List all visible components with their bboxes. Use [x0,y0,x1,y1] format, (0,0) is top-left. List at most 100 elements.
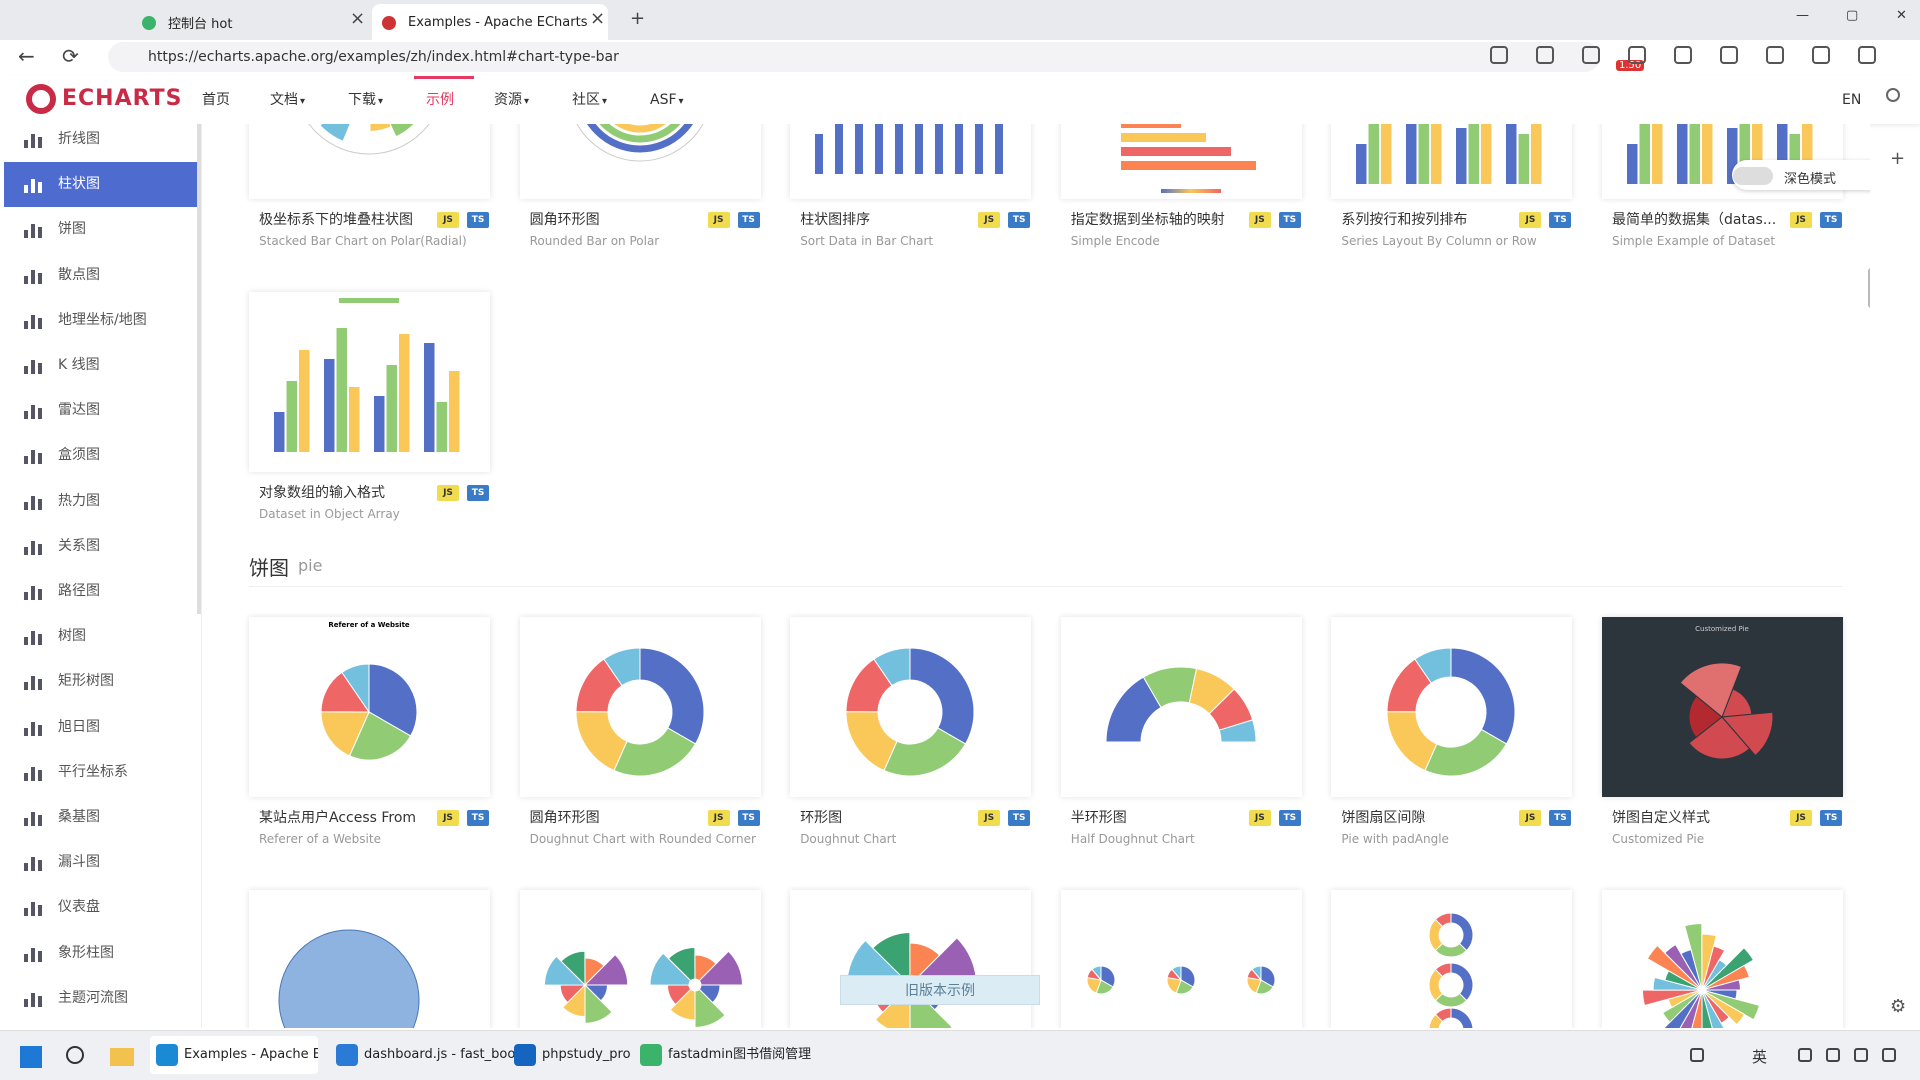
toolbar-icon[interactable] [1674,46,1692,64]
nav-item[interactable]: ASF [650,76,684,124]
example-title[interactable]: 圆角环形图 [529,810,600,826]
toolbar-icon[interactable] [1490,46,1508,64]
ts-badge[interactable]: TS [1549,212,1572,228]
js-badge[interactable]: JS [707,212,730,228]
sidebar-item[interactable]: 热力图 [58,492,100,509]
window-control[interactable]: ▢ [1846,8,1859,23]
ime-indicator[interactable]: 英 [1752,1048,1768,1066]
toolbar-icon[interactable] [1582,46,1600,64]
tab[interactable]: 控制台 hot [168,16,233,32]
nav-item[interactable]: 资源 [494,76,529,124]
browser-button[interactable]: ← [18,44,35,68]
url-field[interactable]: https://echarts.apache.org/examples/zh/i… [108,42,1600,72]
js-badge[interactable]: JS [707,810,730,826]
search-icon[interactable] [1886,88,1900,102]
nav-item[interactable]: 首页 [202,92,230,108]
js-badge[interactable]: JS [437,212,459,228]
sidebar-item[interactable]: 漏斗图 [58,854,100,871]
sidebar-item[interactable]: 盒须图 [58,447,100,464]
example-thumbnail[interactable] [1060,617,1302,797]
toolbar-icon[interactable] [1766,46,1784,64]
tab-button[interactable]: + [630,8,646,29]
window-control[interactable]: ✕ [1896,8,1907,23]
example-title[interactable]: 系列按行和按列排布 [1341,212,1468,228]
js-badge[interactable]: JS [1790,810,1812,826]
example-title[interactable]: 饼图自定义样式 [1612,810,1710,826]
example-thumbnail[interactable]: Customized Pie [1602,617,1843,797]
tray-icon[interactable] [1798,1048,1812,1062]
tray-icon[interactable] [1690,1048,1704,1062]
sidebar-item[interactable]: 矩形树图 [58,673,114,690]
tab-button[interactable]: × [590,8,606,29]
js-badge[interactable]: JS [1248,212,1271,228]
example-title[interactable]: 某站点用户Access From [259,810,417,826]
taskbar-app[interactable]: Examples - Apache ECh: [150,1036,318,1074]
example-thumbnail[interactable] [1331,124,1573,199]
example-title[interactable]: 环形图 [800,810,843,826]
nav-item[interactable]: 文档 [270,76,305,124]
nav-item[interactable]: 社区 [572,76,607,124]
browser-button[interactable]: ⟳ [62,44,79,68]
ts-badge[interactable]: TS [467,810,489,826]
js-badge[interactable]: JS [437,810,459,826]
window-control[interactable]: — [1796,8,1809,23]
sidebar-item[interactable]: K 线图 [58,357,100,373]
sidebar-item[interactable]: 关系图 [58,537,100,554]
sidebar-item[interactable]: 主题河流图 [58,989,128,1006]
sidebar-item[interactable]: 旭日图 [58,718,100,735]
example-thumbnail[interactable] [519,617,761,797]
ts-badge[interactable]: TS [1278,212,1301,228]
side-button[interactable]: + [1890,148,1906,169]
ts-badge[interactable]: TS [1278,810,1301,826]
js-badge[interactable]: JS [437,485,459,501]
example-thumbnail[interactable] [1602,890,1843,1028]
example-thumbnail[interactable] [1331,890,1573,1028]
toolbar-icon[interactable] [1720,46,1738,64]
example-thumbnail[interactable] [790,124,1032,199]
ts-badge[interactable]: TS [1820,810,1842,826]
example-title[interactable]: 半环形图 [1070,810,1127,826]
sidebar-item[interactable]: 柱状图 [4,162,200,208]
example-thumbnail[interactable] [519,890,761,1028]
sidebar-item[interactable]: 散点图 [58,266,100,283]
tray-icon[interactable] [1854,1048,1868,1062]
example-thumbnail[interactable] [519,124,761,199]
example-thumbnail[interactable] [249,890,490,1028]
toolbar-icon[interactable] [1628,46,1646,64]
js-badge[interactable]: JS [978,212,1001,228]
ts-badge[interactable]: TS [467,212,489,228]
sidebar-item[interactable]: 平行坐标系 [58,763,128,780]
example-title[interactable]: 圆角环形图 [529,212,600,228]
old-version-popup[interactable]: 旧版本示例 [840,975,1040,1005]
ts-badge[interactable]: TS [467,485,489,501]
ts-badge[interactable]: TS [1820,212,1842,228]
example-thumbnail[interactable] [1060,890,1302,1028]
ts-badge[interactable]: TS [737,810,760,826]
nav-item[interactable]: 示例 [426,92,454,108]
ts-badge[interactable]: TS [1008,810,1031,826]
example-thumbnail[interactable] [790,890,1032,1028]
nav-item[interactable]: 下载 [348,76,383,124]
ts-badge[interactable]: TS [737,212,760,228]
sidebar-item[interactable]: 路径图 [58,583,100,599]
js-badge[interactable]: JS [1519,212,1542,228]
toolbar-icon[interactable] [1812,46,1830,64]
example-thumbnail[interactable] [249,292,490,472]
taskbar-app[interactable]: fastadmin图书借阅管理 [668,1047,812,1062]
ts-badge[interactable]: TS [1008,212,1031,228]
example-title[interactable]: 极坐标系下的堆叠柱状图 [259,212,413,228]
example-title[interactable]: 最简单的数据集（datas... [1612,212,1777,228]
ts-badge[interactable]: TS [1549,810,1572,826]
language[interactable]: EN [1842,92,1862,108]
tab[interactable]: Examples - Apache ECharts [372,4,608,40]
taskbar-app[interactable]: phpstudy_pro [542,1047,631,1062]
sidebar-item[interactable]: 折线图 [58,131,100,147]
example-title[interactable]: 饼图扇区间隙 [1341,810,1426,826]
js-badge[interactable]: JS [1248,810,1271,826]
example-thumbnail[interactable] [249,124,490,199]
sidebar-item[interactable]: 象形柱图 [58,944,114,961]
side-button[interactable]: ⚙ [1890,996,1907,1017]
toolbar-icon[interactable] [1858,46,1876,64]
example-thumbnail[interactable] [1331,617,1573,797]
example-thumbnail[interactable] [1060,124,1302,199]
